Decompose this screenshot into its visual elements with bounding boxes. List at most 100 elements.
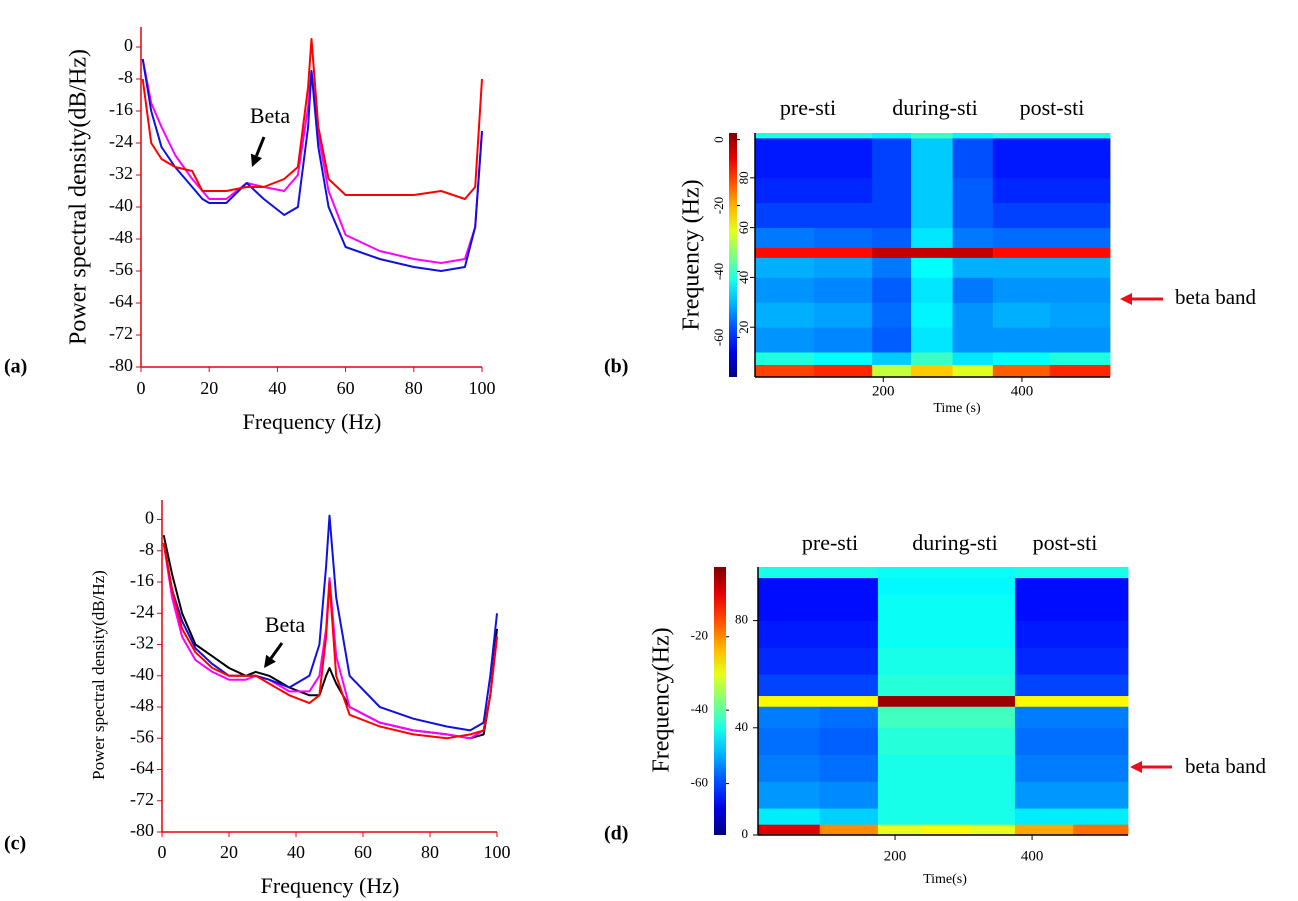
heatmap-cell: [970, 824, 1016, 836]
heatmap-cell: [755, 277, 815, 303]
x-tick-label: 80: [405, 378, 423, 398]
y-tick-label: 80: [736, 171, 751, 184]
panel-label: (b): [604, 356, 628, 378]
heatmap-cell: [992, 152, 1051, 179]
heatmap-cell: [992, 257, 1051, 278]
heatmap-cell: [970, 647, 1016, 675]
heatmap-cell: [1049, 177, 1111, 204]
heatmap-cell: [813, 277, 873, 303]
heatmap-cell: [1073, 567, 1129, 579]
heatmap-cell: [758, 824, 821, 836]
heatmap-cell: [970, 674, 1016, 697]
heatmap-cell: [877, 706, 923, 729]
y-tick-label: -40: [130, 664, 154, 684]
heatmap-cell: [1049, 364, 1111, 378]
heatmap-cell: [813, 202, 873, 229]
x-tick-label: 20: [220, 842, 238, 862]
heatmap-cell: [877, 593, 923, 621]
heatmap-cell: [952, 257, 994, 278]
y-axis-label: Frequency (Hz): [679, 179, 705, 330]
heatmap-cell: [1014, 620, 1074, 648]
heatmap-cell: [755, 364, 815, 378]
y-tick-label: -80: [109, 355, 133, 375]
heatmap-cell: [1049, 247, 1111, 258]
heatmap-cell: [1014, 781, 1074, 809]
heatmap-cell: [758, 781, 821, 809]
y-tick-label: -8: [118, 67, 133, 87]
heatmap-cell: [992, 352, 1051, 365]
heatmap-cell: [755, 137, 815, 154]
heatmap-cell: [911, 327, 954, 353]
heatmap-cell: [755, 227, 815, 248]
heatmap-cell: [1049, 137, 1111, 154]
x-axis-label: Frequency (Hz): [261, 873, 400, 898]
heatmap-cell: [992, 137, 1051, 154]
heatmap-cell: [970, 808, 1016, 825]
heatmap-cell: [911, 277, 954, 303]
y-tick-label: 80: [735, 612, 748, 627]
heatmap-cell: [1073, 695, 1129, 707]
arrow-shaft: [255, 136, 266, 157]
colorbar-tick-label: -20: [711, 197, 726, 214]
x-tick-label: 100: [484, 842, 511, 862]
heatmap-cell: [819, 620, 879, 648]
heatmap-cell: [992, 327, 1051, 353]
heatmap-cell: [819, 567, 879, 579]
heatmap-cell: [758, 593, 821, 621]
segment-label: during-sti: [892, 95, 978, 120]
heatmap-cell: [1049, 133, 1111, 139]
colorbar-tick-label: -60: [711, 329, 726, 346]
series-line: [162, 534, 498, 740]
heatmap-cell: [922, 808, 971, 825]
panel-label: (c): [4, 833, 26, 855]
segment-label: post-sti: [1033, 530, 1098, 555]
colorbar-tick-label: -20: [691, 628, 708, 643]
heatmap-cell: [758, 577, 821, 595]
heatmap-cell: [992, 177, 1051, 204]
heatmap-cell: [1014, 593, 1074, 621]
heatmap-cell: [922, 781, 971, 809]
x-tick-label: 80: [421, 842, 439, 862]
heatmap-cell: [1073, 577, 1129, 595]
heatmap-cell: [911, 227, 954, 248]
heatmap-cell: [877, 781, 923, 809]
heatmap-cell: [872, 364, 912, 378]
y-tick-label: -48: [130, 695, 154, 715]
heatmap-cell: [952, 247, 994, 258]
heatmap-cell: [872, 257, 912, 278]
arrow-head: [264, 654, 276, 668]
x-tick-label: 200: [884, 848, 907, 864]
heatmap-cell: [872, 327, 912, 353]
heatmap-cell: [813, 152, 873, 179]
heatmap-cell: [877, 674, 923, 697]
x-tick-label: 200: [872, 383, 895, 399]
x-tick-label: 0: [137, 378, 146, 398]
segment-label: pre-sti: [802, 530, 858, 555]
heatmap-cell: [877, 577, 923, 595]
panel-label: (a): [4, 356, 27, 378]
series-line: [141, 58, 483, 272]
heatmap-cell: [1014, 727, 1074, 755]
heatmap-cell: [992, 227, 1051, 248]
heatmap-cell: [922, 706, 971, 729]
heatmap-cell: [992, 364, 1051, 378]
heatmap-cell: [1073, 647, 1129, 675]
heatmap-cell: [755, 152, 815, 179]
heatmap-cell: [872, 247, 912, 258]
heatmap-cell: [1014, 808, 1074, 825]
y-axis-label: Power spectral density(dB/Hz): [89, 570, 108, 780]
heatmap-cell: [819, 824, 879, 836]
heatmap-cell: [813, 257, 873, 278]
heatmap-cell: [755, 133, 815, 139]
heatmap-cell: [755, 302, 815, 328]
heatmap-cell: [1073, 781, 1129, 809]
heatmap-cell: [970, 593, 1016, 621]
heatmap-cell: [872, 137, 912, 154]
heatmap-cell: [755, 202, 815, 229]
segment-label: post-sti: [1020, 95, 1085, 120]
y-tick-label: -48: [109, 227, 133, 247]
heatmap-cell: [1049, 202, 1111, 229]
heatmap-cell: [970, 754, 1016, 782]
y-tick-label: 0: [742, 826, 749, 841]
heatmap-cell: [819, 647, 879, 675]
